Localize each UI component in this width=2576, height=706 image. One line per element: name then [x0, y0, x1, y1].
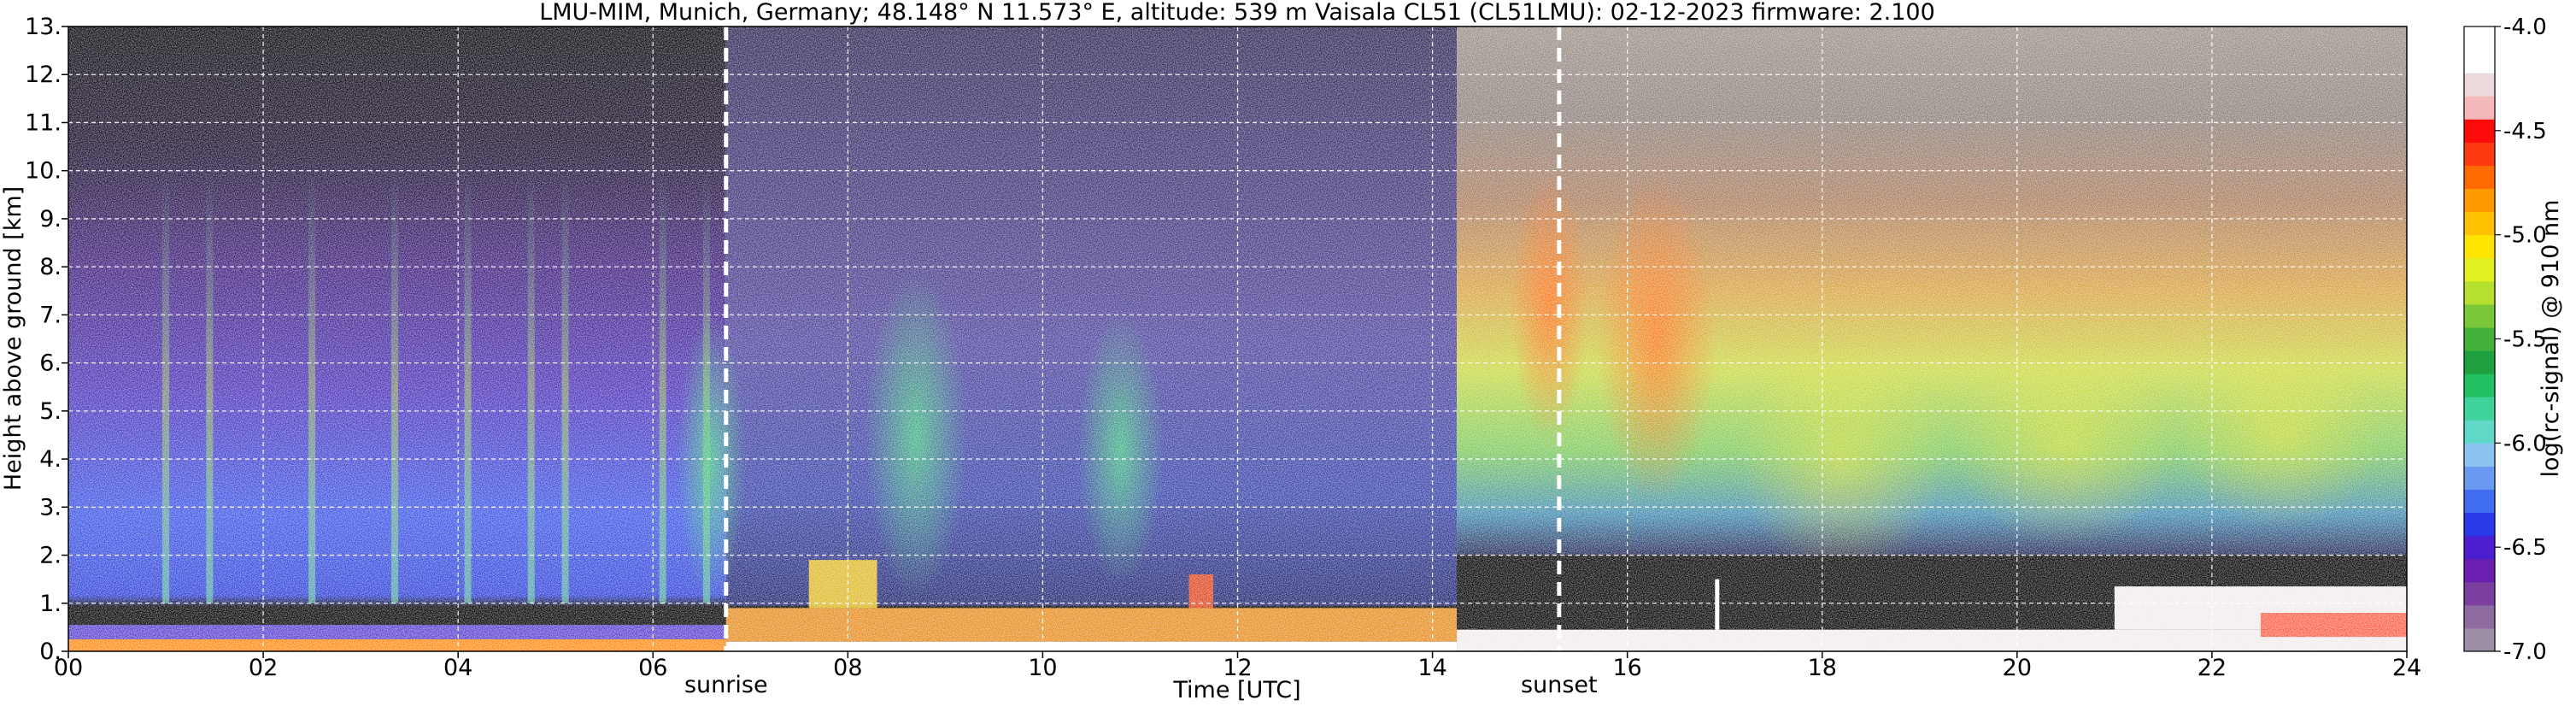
x-tick-label: 08: [833, 655, 862, 681]
x-tick-label: 06: [638, 655, 667, 681]
y-tick-label: 10.: [25, 158, 62, 185]
y-tick-label: 1.: [39, 591, 62, 617]
colorbar-tick-label: -5.0: [2503, 223, 2547, 249]
sunrise-label: sunrise: [684, 672, 768, 698]
sunset-label: sunset: [1521, 672, 1598, 698]
grid-lines: [68, 26, 2407, 651]
colorbar-segment: [2464, 466, 2495, 490]
y-tick-label: 0.: [39, 638, 62, 665]
x-tick-label: 16: [1612, 655, 1641, 681]
colorbar-segment: [2464, 581, 2495, 606]
x-axis-ticks: 00 02 04 06 08 10 12 14 16 18 20 22 24: [54, 651, 2421, 681]
colorbar-segment: [2464, 350, 2495, 374]
y-tick-label: 12.: [25, 62, 62, 88]
y-tick-label: 4.: [39, 446, 62, 473]
y-tick-label: 9.: [39, 206, 62, 232]
colorbar-segment: [2464, 96, 2495, 120]
y-tick-label: 13.: [25, 14, 62, 40]
colorbar-segment: [2464, 303, 2495, 328]
colorbar-tick-label: -4.5: [2503, 119, 2547, 144]
colorbar-tick-label: -6.0: [2503, 431, 2547, 456]
colorbar-segment: [2464, 142, 2495, 166]
y-tick-label: 6.: [39, 350, 62, 377]
x-tick-label: 20: [2003, 655, 2032, 681]
colorbar-segment: [2464, 443, 2495, 467]
y-axis-ticks: 0. 1. 2. 3. 4. 5. 6. 7. 8. 9. 10. 11. 12. 13.: [25, 14, 68, 665]
y-axis-label: Height above ground [km]: [0, 186, 26, 491]
x-tick-label: 02: [249, 655, 278, 681]
y-tick-label: 2.: [39, 543, 62, 569]
y-tick-label: 5.: [39, 398, 62, 425]
y-tick-label: 8.: [39, 254, 62, 280]
colorbar-segment: [2464, 397, 2495, 421]
colorbar-segment: [2464, 188, 2495, 213]
x-tick-label: 14: [1417, 655, 1446, 681]
colorbar-segment: [2464, 234, 2495, 259]
colorbar-segment: [2464, 211, 2495, 236]
x-tick-label: 22: [2198, 655, 2227, 681]
colorbar-label: log(rc-signal) @ 910 nm: [2538, 200, 2564, 478]
colorbar-tick-label: -7.0: [2503, 639, 2547, 665]
colorbar-segment: [2464, 119, 2495, 143]
colorbar-tick-label: -5.5: [2503, 327, 2547, 353]
colorbar-segment: [2464, 420, 2495, 444]
colorbar-segment: [2464, 489, 2495, 514]
colorbar-segment: [2464, 374, 2495, 397]
x-tick-label: 24: [2392, 655, 2421, 681]
colorbar-segment: [2464, 604, 2495, 629]
colorbar-segment: [2464, 165, 2495, 190]
colorbar-tick-label: -4.0: [2503, 15, 2547, 40]
colorbar-tick-label: -6.5: [2503, 535, 2547, 561]
x-tick-label: 04: [443, 655, 472, 681]
colorbar-segment: [2464, 558, 2495, 583]
plot-area: sunrise sunset: [67, 26, 2408, 698]
colorbar-segment: [2464, 257, 2495, 282]
colorbar-segment: [2464, 26, 2495, 50]
colorbar-segment: [2464, 50, 2495, 74]
x-tick-label: 12: [1223, 655, 1252, 681]
colorbar-segment: [2464, 73, 2495, 97]
y-tick-label: 3.: [39, 494, 62, 521]
x-tick-label: 10: [1028, 655, 1057, 681]
colorbar-segment: [2464, 280, 2495, 305]
y-tick-label: 11.: [25, 109, 62, 136]
colorbar-segment: [2464, 535, 2495, 560]
colorbar-segment: [2464, 512, 2495, 537]
y-tick-label: 7.: [39, 302, 62, 328]
event-markers: sunrise sunset: [684, 26, 1598, 698]
x-tick-label: 00: [54, 655, 83, 681]
chart-title: LMU-MIM, Munich, Germany; 48.148° N 11.5…: [539, 0, 1935, 26]
x-axis-label: Time [UTC]: [1172, 677, 1300, 703]
x-tick-label: 18: [1808, 655, 1837, 681]
colorbar: -7.0 -6.5 -6.0 -5.5 -5.0 -4.5 -4.0: [2463, 15, 2547, 665]
colorbar-segment: [2464, 627, 2495, 652]
colorbar-segment: [2464, 327, 2495, 351]
